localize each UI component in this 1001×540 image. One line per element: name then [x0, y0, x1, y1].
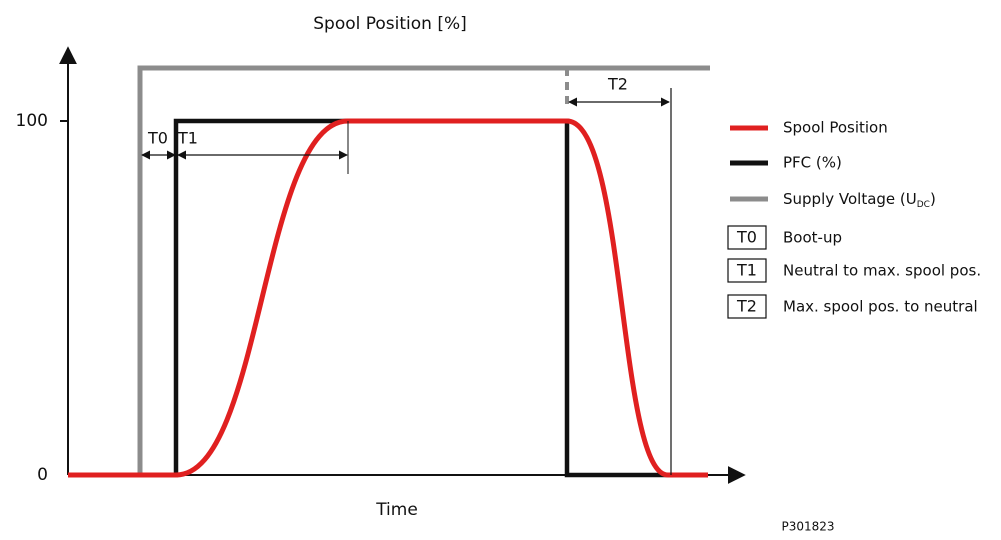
- legend-label: Supply Voltage (UDC): [783, 190, 936, 210]
- t1-label: T1: [177, 129, 198, 148]
- legend-sub: DC: [917, 200, 930, 210]
- figure-id: P301823: [781, 520, 834, 534]
- t0-label: T0: [147, 129, 168, 148]
- spool-curve: [68, 118, 708, 478]
- legend-text: ): [930, 190, 936, 208]
- legend-label: Spool Position: [783, 119, 888, 137]
- x-label: Time: [375, 500, 418, 520]
- y-label-bottom: 0: [37, 465, 48, 485]
- key-code: T1: [736, 261, 757, 280]
- title: Spool Position [%]: [313, 14, 467, 34]
- pfc-line: [68, 118, 670, 478]
- key-label: Boot-up: [783, 229, 842, 247]
- key-box: [727, 294, 767, 319]
- supply-voltage-line: [137, 65, 710, 475]
- t2-label: T2: [607, 75, 628, 94]
- key-code: T2: [736, 297, 757, 316]
- key-box: [727, 225, 767, 250]
- key-box: [727, 258, 767, 283]
- key-code: T0: [736, 228, 757, 247]
- y-label-top: 100: [16, 111, 48, 131]
- legend-text: Supply Voltage (U: [783, 190, 917, 208]
- legend-label: PFC (%): [783, 154, 842, 172]
- key-label: Max. spool pos. to neutral: [783, 298, 978, 316]
- key-label: Neutral to max. spool pos.: [783, 262, 981, 280]
